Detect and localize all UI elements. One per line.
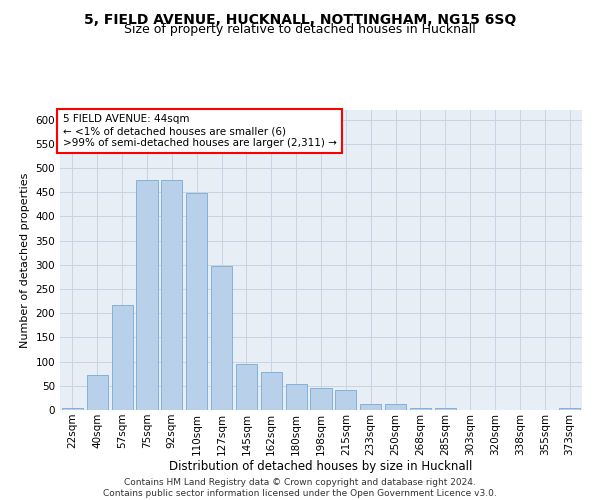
Bar bbox=[335, 390, 356, 410]
Bar bbox=[161, 180, 182, 410]
Bar bbox=[310, 388, 332, 410]
Bar bbox=[410, 408, 431, 410]
Bar bbox=[360, 404, 381, 410]
Y-axis label: Number of detached properties: Number of detached properties bbox=[20, 172, 30, 348]
Bar bbox=[186, 193, 207, 410]
Bar bbox=[559, 408, 580, 410]
Bar bbox=[236, 364, 257, 410]
X-axis label: Distribution of detached houses by size in Hucknall: Distribution of detached houses by size … bbox=[169, 460, 473, 473]
Text: Size of property relative to detached houses in Hucknall: Size of property relative to detached ho… bbox=[124, 24, 476, 36]
Text: 5 FIELD AVENUE: 44sqm
← <1% of detached houses are smaller (6)
>99% of semi-deta: 5 FIELD AVENUE: 44sqm ← <1% of detached … bbox=[62, 114, 337, 148]
Bar bbox=[435, 408, 456, 410]
Bar bbox=[62, 408, 83, 410]
Bar bbox=[112, 304, 133, 410]
Bar bbox=[211, 266, 232, 410]
Bar bbox=[136, 180, 158, 410]
Bar bbox=[87, 375, 108, 410]
Text: 5, FIELD AVENUE, HUCKNALL, NOTTINGHAM, NG15 6SQ: 5, FIELD AVENUE, HUCKNALL, NOTTINGHAM, N… bbox=[84, 12, 516, 26]
Text: Contains HM Land Registry data © Crown copyright and database right 2024.
Contai: Contains HM Land Registry data © Crown c… bbox=[103, 478, 497, 498]
Bar bbox=[385, 404, 406, 410]
Bar bbox=[286, 384, 307, 410]
Bar bbox=[261, 372, 282, 410]
